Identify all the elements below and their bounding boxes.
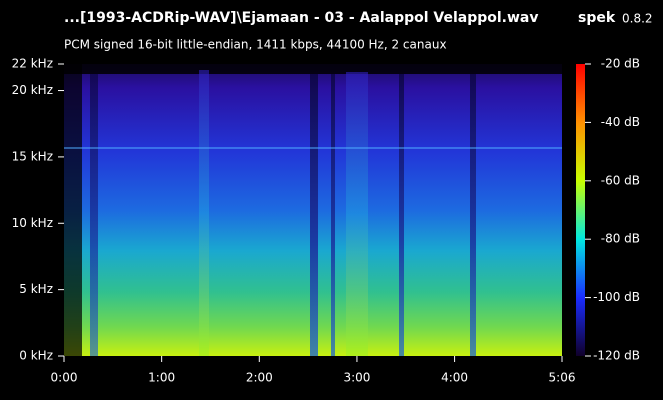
x-tick-label: 5:06	[549, 371, 576, 385]
colorbar-tick-label: -60 dB	[601, 173, 640, 187]
y-tick-label: 20 kHz	[12, 83, 53, 97]
x-tick-label: 0:00	[51, 371, 78, 385]
file-title: ...[1993-ACDRip-WAV]\Ejamaan - 03 - Aala…	[64, 10, 539, 26]
app-name: spek	[578, 10, 616, 26]
y-tick-label: 22 kHz	[12, 57, 53, 71]
x-tick-label: 3:00	[343, 371, 370, 385]
colorbar-tick-label: -120 dB	[593, 349, 640, 363]
spectrogram-image	[64, 64, 562, 356]
x-tick-label: 2:00	[246, 371, 273, 385]
app-version: 0.8.2	[622, 12, 653, 26]
y-tick-label: 5 kHz	[19, 282, 53, 296]
x-tick-label: 4:00	[441, 371, 468, 385]
colorbar	[576, 64, 585, 356]
audio-info: PCM signed 16-bit little-endian, 1411 kb…	[64, 38, 447, 52]
y-tick-label: 0 kHz	[19, 349, 53, 363]
y-tick-label: 15 kHz	[12, 149, 53, 163]
colorbar-tick-label: -100 dB	[593, 290, 640, 304]
colorbar-tick-label: -80 dB	[601, 232, 640, 246]
x-tick-label: 1:00	[148, 371, 175, 385]
colorbar-tick-label: -40 dB	[601, 115, 640, 129]
colorbar-tick-label: -20 dB	[601, 57, 640, 71]
y-tick-label: 10 kHz	[12, 216, 53, 230]
